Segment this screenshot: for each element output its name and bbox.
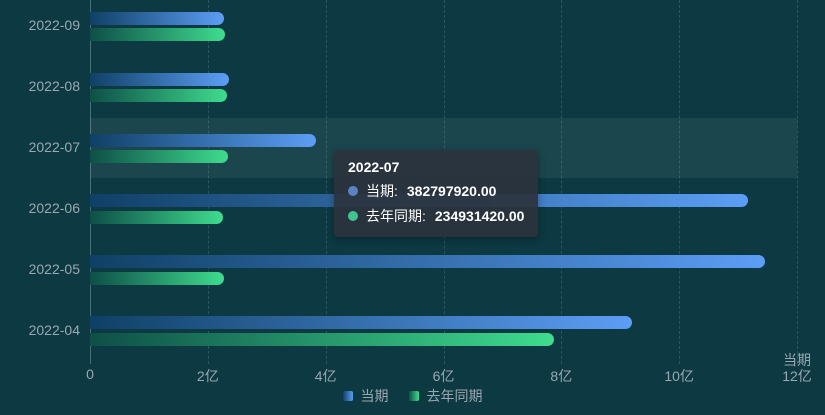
- bar-current-2022-08[interactable]: [90, 72, 229, 86]
- bar-current-2022-04[interactable]: [90, 316, 632, 330]
- y-axis-category-label: 2022-09: [28, 17, 80, 34]
- x-axis-tick-label: 6亿: [432, 368, 455, 384]
- tooltip-series-value: 382797920.00: [406, 183, 497, 199]
- bar-last-year-2022-05[interactable]: [90, 271, 224, 285]
- x-axis-tick-label: 2亿: [196, 368, 219, 384]
- legend-item-last-year[interactable]: 去年同期: [408, 386, 483, 406]
- y-axis-category-label: 2022-08: [28, 78, 80, 95]
- x-axis-tick-label: 12亿: [782, 368, 812, 384]
- tooltip-series-name: 去年同期:: [366, 208, 426, 224]
- legend: 当期 去年同期: [0, 386, 825, 406]
- x-axis-name: 当期: [783, 352, 811, 368]
- bar-current-2022-09[interactable]: [90, 11, 224, 25]
- x-axis-tick-label: 0: [86, 366, 94, 382]
- y-axis-line: [90, 0, 91, 364]
- x-axis-tick-label: 8亿: [550, 368, 573, 384]
- bar-last-year-2022-07[interactable]: [90, 150, 229, 164]
- x-gridline: [325, 0, 327, 364]
- last-year-legend-marker-icon: [408, 391, 419, 401]
- x-gridline: [561, 0, 563, 364]
- bar-last-year-2022-06[interactable]: [90, 210, 224, 224]
- y-axis-category-label: 2022-05: [28, 260, 80, 277]
- bar-last-year-2022-04[interactable]: [90, 332, 554, 346]
- x-gridline: [797, 0, 798, 364]
- legend-item-current[interactable]: 当期: [342, 386, 389, 406]
- y-axis-category-label: 2022-06: [28, 199, 80, 216]
- y-axis-category-label: 2022-04: [28, 321, 80, 338]
- y-axis-category-label: 2022-07: [28, 139, 80, 156]
- bar-current-2022-05[interactable]: [90, 255, 766, 269]
- last-year-series-dot-icon: [348, 211, 358, 221]
- bar-last-year-2022-08[interactable]: [90, 89, 228, 103]
- current-series-dot-icon: [348, 186, 358, 196]
- tooltip-row-last-year: 去年同期: 234931420.00: [348, 206, 524, 226]
- bar-last-year-2022-09[interactable]: [90, 28, 225, 42]
- legend-label: 当期: [360, 388, 389, 404]
- current-legend-marker-icon: [342, 391, 353, 401]
- x-axis-tick-label: 4亿: [314, 368, 337, 384]
- x-gridline: [207, 0, 209, 364]
- tooltip-series-value: 234931420.00: [434, 208, 525, 224]
- tooltip: 2022-07 当期: 382797920.00 去年同期: 234931420…: [334, 150, 539, 237]
- x-gridline: [679, 0, 681, 364]
- legend-label: 去年同期: [426, 388, 483, 404]
- bar-current-2022-07[interactable]: [90, 133, 316, 147]
- tooltip-row-current: 当期: 382797920.00: [348, 181, 524, 201]
- tooltip-title: 2022-07: [348, 159, 400, 175]
- x-axis-tick-label: 10亿: [664, 368, 694, 384]
- tooltip-series-name: 当期:: [366, 183, 398, 199]
